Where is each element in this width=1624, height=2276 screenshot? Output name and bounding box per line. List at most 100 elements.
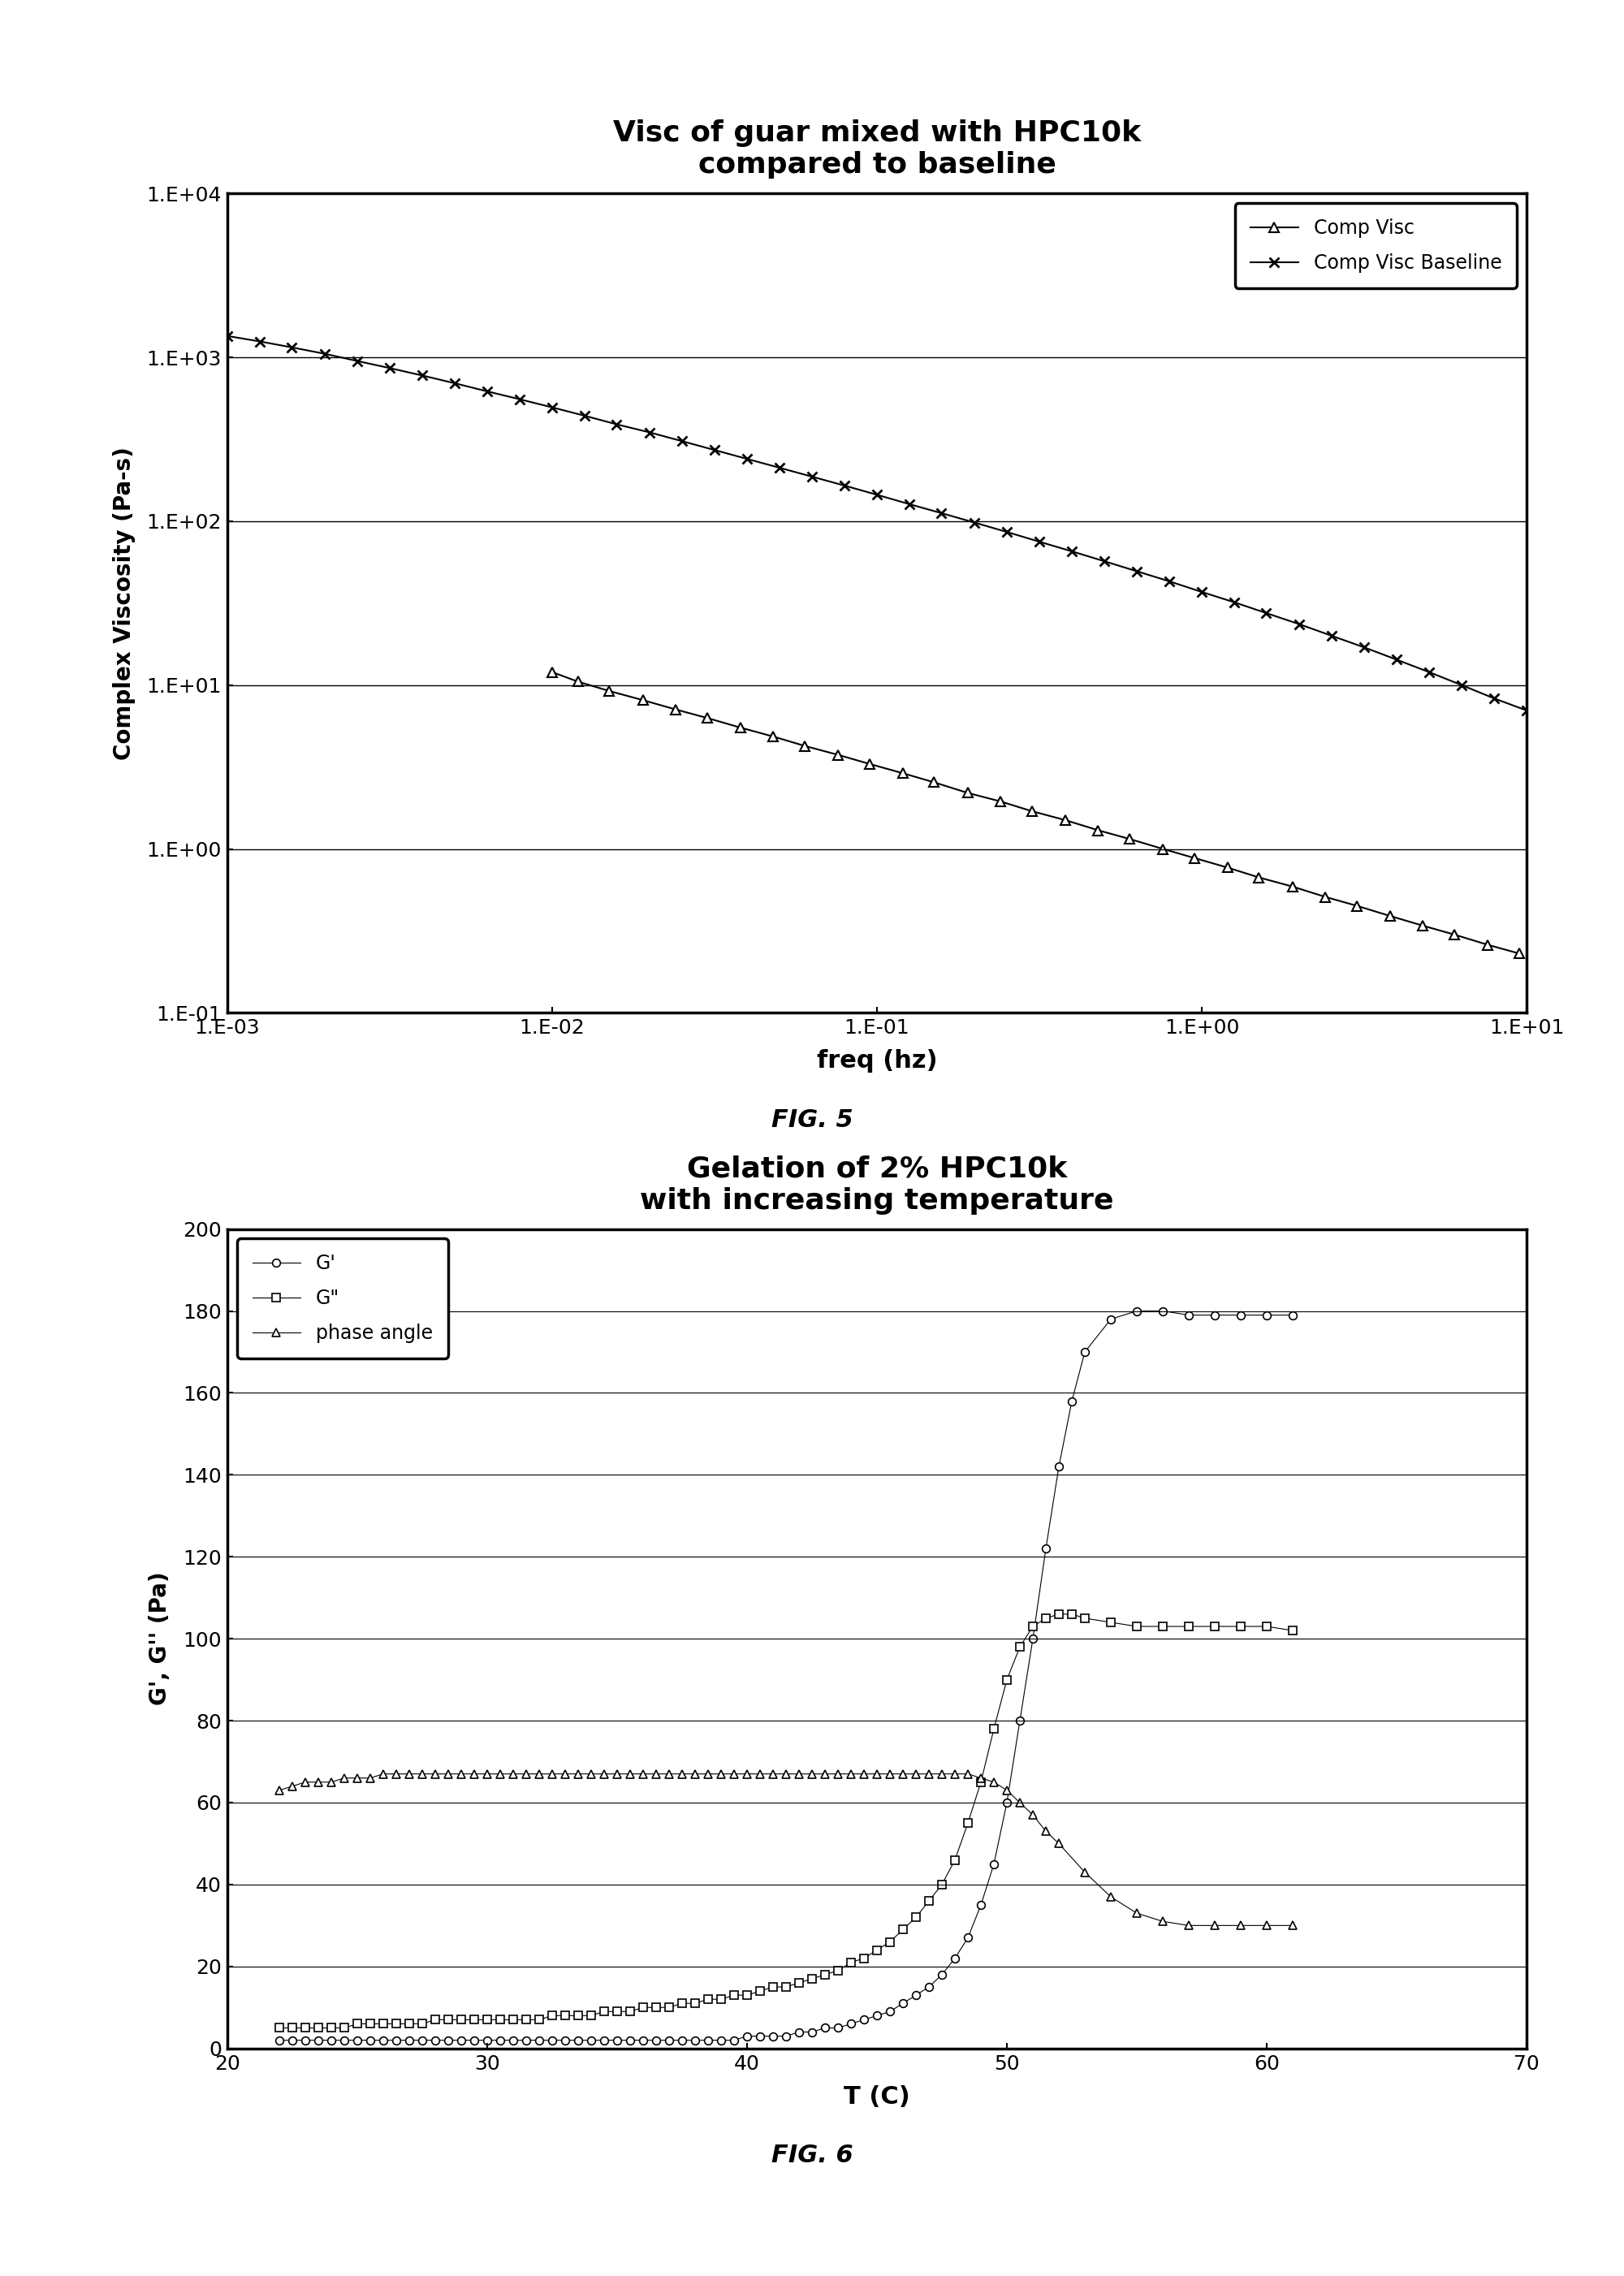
G" xyxy=(1205,1614,1224,1641)
Comp Visc Baseline xyxy=(1160,567,1179,594)
Comp Visc xyxy=(1021,797,1041,824)
Comp Visc xyxy=(861,751,880,778)
Comp Visc xyxy=(568,667,588,694)
Comp Visc xyxy=(1283,872,1302,899)
Comp Visc Baseline xyxy=(1387,646,1406,674)
Comp Visc xyxy=(763,724,783,751)
Comp Visc xyxy=(1186,844,1205,872)
G' xyxy=(296,2026,315,2053)
G" xyxy=(270,2014,289,2042)
phase angle xyxy=(776,1759,796,1787)
Legend: G', G", phase angle: G', G", phase angle xyxy=(237,1238,448,1359)
Comp Visc Baseline xyxy=(900,492,919,519)
Comp Visc Baseline xyxy=(867,480,887,508)
Comp Visc Baseline xyxy=(770,455,789,483)
Comp Visc Baseline xyxy=(1419,658,1439,685)
Line: G": G" xyxy=(276,1609,1296,2032)
Comp Visc xyxy=(1088,817,1108,844)
Comp Visc Baseline xyxy=(965,510,984,537)
phase angle xyxy=(270,1778,289,1805)
Comp Visc Baseline xyxy=(1289,610,1309,637)
phase angle xyxy=(659,1759,679,1787)
Comp Visc Baseline xyxy=(997,519,1017,546)
Title: Visc of guar mixed with HPC10k
compared to baseline: Visc of guar mixed with HPC10k compared … xyxy=(612,118,1142,180)
G' xyxy=(958,1923,978,1951)
Comp Visc xyxy=(924,769,944,797)
Comp Visc xyxy=(731,715,750,742)
Comp Visc xyxy=(599,678,619,706)
Line: Comp Visc: Comp Visc xyxy=(547,667,1525,958)
Comp Visc Baseline xyxy=(1354,633,1374,660)
Comp Visc Baseline xyxy=(348,348,367,376)
Comp Visc xyxy=(633,687,653,715)
Comp Visc Baseline xyxy=(542,394,562,421)
Comp Visc Baseline xyxy=(672,428,692,455)
Text: FIG. 6: FIG. 6 xyxy=(771,2144,853,2167)
Comp Visc Baseline xyxy=(477,378,497,405)
Comp Visc Baseline xyxy=(932,498,952,526)
phase angle xyxy=(490,1759,510,1787)
Comp Visc Baseline xyxy=(218,323,237,351)
Title: Gelation of 2% HPC10k
with increasing temperature: Gelation of 2% HPC10k with increasing te… xyxy=(640,1154,1114,1215)
Line: phase angle: phase angle xyxy=(276,1771,1296,1930)
Comp Visc xyxy=(958,778,978,806)
Comp Visc xyxy=(1315,883,1335,910)
Comp Visc xyxy=(697,703,716,731)
Comp Visc xyxy=(542,658,562,685)
phase angle xyxy=(374,1759,393,1787)
Comp Visc Baseline xyxy=(1095,549,1114,576)
G" xyxy=(529,2005,549,2032)
Comp Visc Baseline xyxy=(607,410,627,437)
Comp Visc Baseline xyxy=(640,419,659,446)
Text: FIG. 5: FIG. 5 xyxy=(771,1108,853,1131)
Comp Visc Baseline xyxy=(510,385,529,412)
phase angle xyxy=(1049,1830,1069,1857)
Comp Visc Baseline xyxy=(1322,621,1341,649)
Comp Visc Baseline xyxy=(802,462,822,489)
Comp Visc Baseline xyxy=(705,437,724,464)
Comp Visc Baseline xyxy=(737,446,757,473)
Legend: Comp Visc, Comp Visc Baseline: Comp Visc, Comp Visc Baseline xyxy=(1234,203,1517,289)
Comp Visc xyxy=(1218,854,1237,881)
Comp Visc xyxy=(1346,892,1366,920)
phase angle xyxy=(555,1759,575,1787)
phase angle xyxy=(400,1759,419,1787)
Comp Visc Baseline xyxy=(835,471,854,498)
Comp Visc xyxy=(1510,940,1530,967)
G' xyxy=(270,2026,289,2053)
phase angle xyxy=(1283,1912,1302,1939)
Line: G': G' xyxy=(276,1306,1296,2044)
Comp Visc xyxy=(796,733,815,760)
Comp Visc Baseline xyxy=(1517,696,1536,724)
X-axis label: T (C): T (C) xyxy=(844,2085,909,2108)
Y-axis label: Complex Viscosity (Pa-s): Complex Viscosity (Pa-s) xyxy=(112,446,135,760)
Comp Visc Baseline xyxy=(1257,599,1276,626)
Comp Visc Baseline xyxy=(1224,589,1244,617)
Line: Comp Visc Baseline: Comp Visc Baseline xyxy=(222,330,1531,715)
G' xyxy=(529,2026,549,2053)
G' xyxy=(711,2026,731,2053)
phase angle xyxy=(1179,1912,1199,1939)
Comp Visc Baseline xyxy=(1484,685,1504,712)
Comp Visc xyxy=(666,696,685,724)
G' xyxy=(1127,1297,1147,1325)
Comp Visc xyxy=(1413,913,1432,940)
Comp Visc xyxy=(893,760,913,787)
Comp Visc Baseline xyxy=(283,335,302,362)
Comp Visc Baseline xyxy=(250,328,270,355)
Comp Visc Baseline xyxy=(315,339,335,366)
G" xyxy=(1049,1600,1069,1627)
G' xyxy=(815,2014,835,2042)
Comp Visc Baseline xyxy=(575,403,594,430)
Comp Visc Baseline xyxy=(445,369,464,396)
Comp Visc xyxy=(1056,806,1075,833)
G" xyxy=(958,1809,978,1837)
G" xyxy=(815,1962,835,1989)
Comp Visc Baseline xyxy=(1127,558,1147,585)
G' xyxy=(1283,1302,1302,1329)
G" xyxy=(1283,1616,1302,1643)
G" xyxy=(296,2014,315,2042)
Comp Visc Baseline xyxy=(1452,671,1471,699)
Comp Visc xyxy=(991,787,1010,815)
Comp Visc Baseline xyxy=(1030,528,1049,555)
